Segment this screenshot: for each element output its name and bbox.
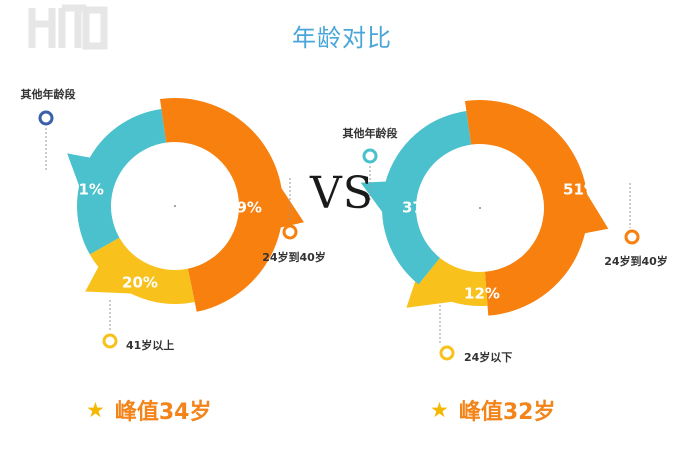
category-label: 其他年龄段 <box>343 126 398 140</box>
category-label: 其他年龄段 <box>21 87 76 101</box>
legend-marker <box>624 229 640 245</box>
donut-chart-2: 51% 24岁到40岁 12% 24岁以下 37% 其他年龄段 <box>343 99 668 364</box>
donut-segment <box>382 110 472 285</box>
percent-label: 49% <box>226 199 262 217</box>
percent-label: 51% <box>563 181 599 199</box>
percent-label: 12% <box>464 285 500 303</box>
donut-segment <box>89 237 195 305</box>
chart-title: 年龄对比 <box>292 24 392 52</box>
star-icon: ★ <box>86 398 105 422</box>
donut-segment <box>159 97 284 312</box>
percent-label: 37% <box>402 199 438 217</box>
callout-tail <box>582 189 609 234</box>
legend-marker <box>38 110 54 126</box>
category-label: 24岁以下 <box>464 350 512 364</box>
peak-left-label: 峰值34岁 <box>114 400 212 425</box>
percent-label: 31% <box>68 181 104 199</box>
donut-chart-1: 49% 24岁到40岁 20% 41岁以上 31% 其他年龄段 <box>21 87 326 352</box>
legend-marker <box>282 224 298 240</box>
logo-icon <box>28 4 108 50</box>
callout-tail <box>406 279 457 308</box>
donut-segment <box>76 108 167 255</box>
center-dot <box>174 205 176 207</box>
legend-marker <box>362 148 378 164</box>
callout-tail <box>85 265 136 294</box>
callout-tail <box>67 153 92 190</box>
category-label: 24岁到40岁 <box>604 254 668 268</box>
star-icon: ★ <box>430 398 449 422</box>
category-label: 41岁以上 <box>126 338 174 352</box>
donut-segment <box>464 99 589 316</box>
category-label: 24岁到40岁 <box>262 250 326 264</box>
peak-right: ★ 峰值32岁 <box>430 394 555 426</box>
vs-label: VS <box>310 168 374 219</box>
peak-left: ★ 峰值34岁 <box>86 394 211 426</box>
percent-label: 20% <box>122 274 158 292</box>
callout-tail <box>360 181 388 215</box>
legend-marker <box>102 333 118 349</box>
callout-tail <box>278 183 304 229</box>
legend-marker <box>439 345 455 361</box>
center-dot <box>479 207 481 209</box>
peak-right-label: 峰值32岁 <box>458 400 556 425</box>
